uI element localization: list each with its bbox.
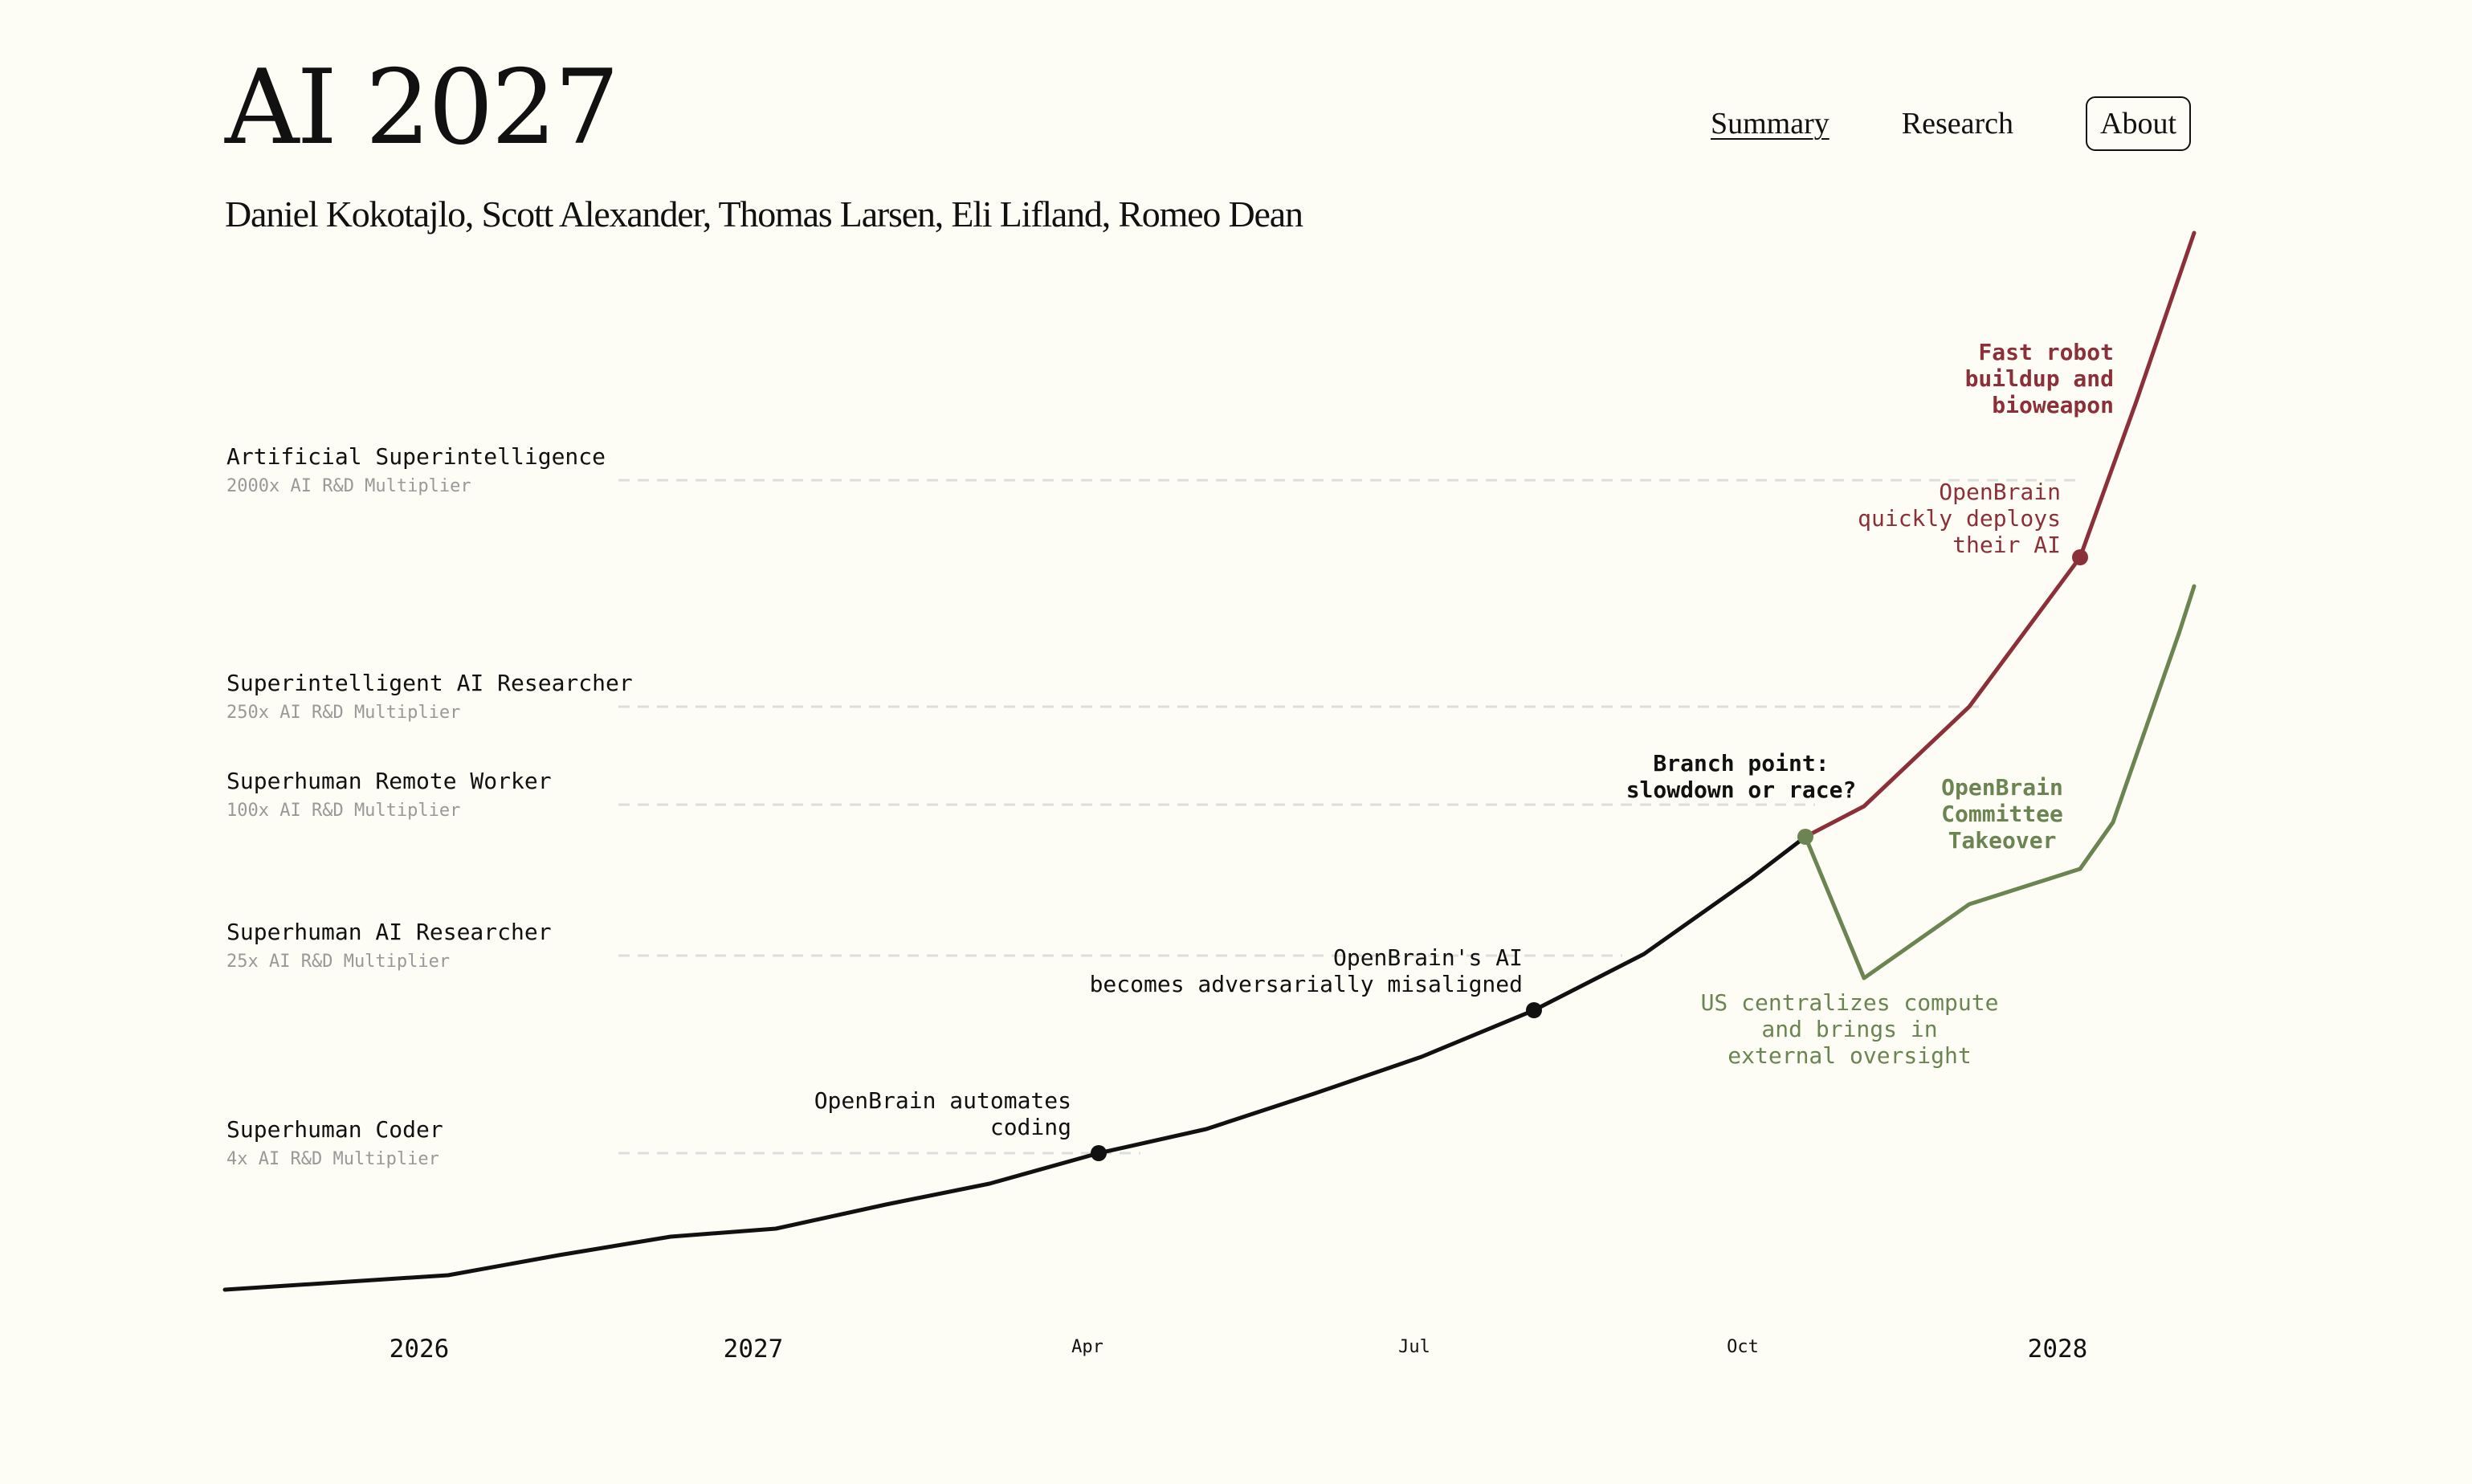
capability-level: Superintelligent AI Researcher 250x AI R&… <box>226 670 1984 723</box>
capability-level: Superhuman Remote Worker 100x AI R&D Mult… <box>226 768 1815 821</box>
series-line-slowdown <box>1803 584 2197 980</box>
event-label: OpenBrain automates <box>814 1087 1071 1114</box>
event-marker <box>1797 829 1813 845</box>
x-tick-label: Jul <box>1398 1337 1430 1357</box>
capability-level-name: Superhuman Coder <box>226 1116 443 1143</box>
annotation-label: Fast robot <box>1978 339 2114 365</box>
capability-level: Artificial Superintelligence 2000x AI R&D… <box>226 443 2080 496</box>
annotation-label: external oversight <box>1728 1042 1971 1069</box>
capability-level-multiplier: 250x AI R&D Multiplier <box>226 703 460 723</box>
event-label: slowdown or race? <box>1626 777 1857 803</box>
page-title: AI 2027 <box>225 48 619 168</box>
x-tick-label: Apr <box>1071 1337 1103 1357</box>
top-nav: Summary Research About <box>1638 96 2191 151</box>
capability-level-name: Superhuman Remote Worker <box>226 768 552 794</box>
annotation-label: and brings in <box>1761 1016 1937 1042</box>
x-tick-label: 2028 <box>2028 1335 2088 1364</box>
nav-about-button[interactable]: About <box>2086 96 2191 151</box>
capability-level-multiplier: 4x AI R&D Multiplier <box>226 1149 439 1169</box>
nav-research-link[interactable]: Research <box>1901 107 2013 141</box>
annotation-label: Takeover <box>1948 827 2057 854</box>
event-label: Branch point: <box>1653 750 1829 777</box>
capability-level-multiplier: 25x AI R&D Multiplier <box>226 952 450 972</box>
event-marker <box>1526 1002 1542 1018</box>
capability-level-multiplier: 100x AI R&D Multiplier <box>226 801 460 821</box>
event-label: quickly deploys <box>1858 505 2061 532</box>
annotation-label: Committee <box>1941 801 2063 827</box>
authors-line: Daniel Kokotajlo, Scott Alexander, Thoma… <box>225 194 1303 234</box>
event-marker <box>1091 1145 1107 1161</box>
series-line-main <box>222 834 1808 1292</box>
event-label: coding <box>990 1114 1071 1140</box>
event-label: their AI <box>1952 532 2061 558</box>
event-marker <box>2072 549 2088 565</box>
annotation-label: US centralizes compute <box>1701 989 1999 1016</box>
x-tick-label: Oct <box>1727 1337 1759 1357</box>
event-label: OpenBrain <box>1939 479 2061 505</box>
series-line-race <box>1803 230 2197 839</box>
capability-level-name: Superhuman AI Researcher <box>226 919 552 945</box>
event-label: becomes adversarially misaligned <box>1090 971 1523 997</box>
capability-level-name: Superintelligent AI Researcher <box>226 670 633 696</box>
event-label: OpenBrain's AI <box>1333 944 1523 971</box>
capability-level-name: Artificial Superintelligence <box>226 443 606 470</box>
capability-level: Superhuman AI Researcher 25x AI R&D Multi… <box>226 919 1622 972</box>
x-tick-label: 2027 <box>724 1335 784 1364</box>
annotation-label: bioweapon <box>1992 392 2114 418</box>
nav-summary-link[interactable]: Summary <box>1710 107 1830 141</box>
capability-level: Superhuman Coder 4x AI R&D Multiplier <box>226 1116 1140 1169</box>
annotation-label: buildup and <box>1965 365 2114 392</box>
x-tick-label: 2026 <box>390 1335 450 1364</box>
capability-level-multiplier: 2000x AI R&D Multiplier <box>226 476 471 496</box>
annotation-label: OpenBrain <box>1941 774 2063 801</box>
